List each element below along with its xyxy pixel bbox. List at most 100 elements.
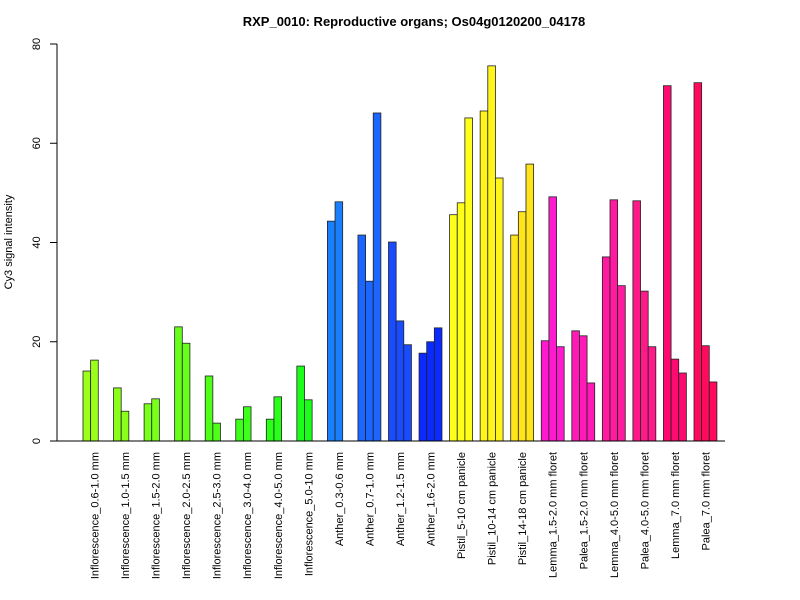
bar-group [479,65,504,442]
bar [479,110,489,442]
y-tick-label: 20 [31,336,43,348]
bar [273,396,282,442]
x-tick-label: Inflorescence_1.0-1.5 mm [120,452,132,579]
x-tick-label: Anther_1.2-1.5 mm [395,452,407,546]
x-tick-label: Anther_0.3-0.6 mm [334,452,346,546]
bar-group [449,117,473,442]
bar [235,418,244,442]
x-tick-label: Palea_4.0-5.0 mm floret [639,452,651,569]
bar [120,410,130,442]
y-axis-label: Cy3 signal intensity [3,194,15,289]
x-tick-label: Lemma_1.5-2.0 mm floret [548,452,560,578]
bar [548,196,557,442]
bar [647,346,657,442]
bar [510,234,519,442]
bar [426,341,435,442]
bar [143,403,153,442]
bar [242,406,252,442]
bar [586,382,596,442]
x-tick-label: Inflorescence_4.0-5.0 mm [273,452,285,579]
bar [663,85,672,442]
x-tick-label: Inflorescence_5.0-10 mm [303,452,315,576]
bar-group [82,359,99,442]
bar-group [693,82,718,442]
bar-group [235,406,252,442]
bar [82,370,92,442]
bar [151,398,160,442]
bar [326,220,336,442]
bar-group [418,327,443,442]
y-axis: 0 20 40 60 80 [31,38,58,444]
y-tick-label: 60 [31,137,43,149]
bar-group [326,201,344,442]
y-tick-label: 40 [31,236,43,248]
bar [693,82,703,442]
bar-group [143,398,160,442]
x-tick-label: Palea_1.5-2.0 mm floret [578,452,590,569]
bar-group [113,387,130,442]
bar [525,163,535,442]
x-tick-label: Anther_0.7-1.0 mm [364,452,376,546]
bar-group [571,330,596,442]
x-axis-labels: Inflorescence_0.6-1.0 mm Inflorescence_1.… [89,452,712,579]
bar [540,340,550,442]
bar [372,112,382,442]
bar [640,290,649,442]
bar [174,326,183,442]
bar [334,201,344,442]
bar-group [388,241,412,442]
x-tick-label: Inflorescence_3.0-4.0 mm [242,452,254,579]
bar [449,214,458,442]
bar [632,200,641,442]
x-tick-label: Lemma_7.0 mm floret [670,452,682,559]
x-tick-label: Inflorescence_2.5-3.0 mm [212,452,224,579]
bar [517,211,527,442]
bar-group [540,196,565,442]
x-tick-label: Lemma_4.0-5.0 mm floret [609,452,621,578]
bar-group [601,199,626,442]
bar [403,344,412,442]
bar [579,335,588,442]
bar-group [296,365,313,442]
bar [601,256,611,442]
bar [617,285,626,442]
bars [82,65,718,442]
bar [495,177,504,442]
x-tick-label: Anther_1.6-2.0 mm [426,452,438,546]
bar [181,342,191,442]
bar-group [663,85,687,442]
bar-group [510,163,535,442]
bar [265,418,275,442]
bar-group [357,112,382,442]
bar [304,399,313,442]
bar [365,280,374,442]
bar-group [632,200,657,442]
x-tick-label: Palea_7.0 mm floret [700,452,712,550]
x-tick-label: Pistil_5-10 cm panicle [456,452,468,559]
bar [708,381,718,442]
bar [433,327,443,442]
bar [113,387,122,442]
x-tick-label: Inflorescence_0.6-1.0 mm [89,452,101,579]
bar-group [265,396,282,442]
bar [395,320,405,442]
bar [670,358,680,442]
x-tick-label: Pistil_10-14 cm panicle [487,452,499,565]
y-tick-label: 80 [31,38,43,50]
bar [296,365,305,442]
bar [388,241,397,442]
chart-title: RXP_0010: Reproductive organs; Os04g0120… [243,14,586,29]
x-tick-label: Inflorescence_1.5-2.0 mm [151,452,163,579]
bar [678,372,687,442]
bar [204,375,214,442]
bar-group [204,375,221,442]
bar [556,346,565,442]
bar [90,359,99,442]
bar [456,202,466,442]
y-tick-label: 0 [31,438,43,444]
bar [571,330,580,442]
bar [487,65,496,442]
bar [357,234,366,442]
bar [609,199,619,442]
